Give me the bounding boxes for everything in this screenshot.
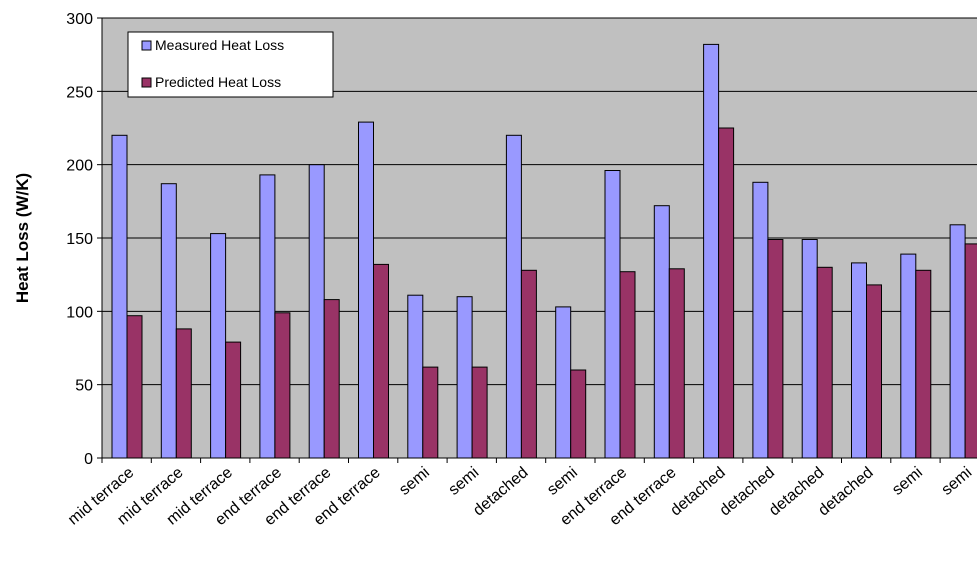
bar-predicted <box>718 127 735 459</box>
bar-measured <box>900 253 917 459</box>
legend-swatch-measured <box>141 40 152 51</box>
bar-measured <box>358 121 374 459</box>
x-tick-label: detached <box>815 464 876 519</box>
y-tick-labels: 0 50 100 150 200 250 300 <box>66 11 102 468</box>
legend-label-measured: Measured Heat Loss <box>155 37 284 53</box>
bars <box>111 43 977 459</box>
bar-measured <box>851 262 867 459</box>
legend: Measured Heat Loss Predicted Heat Loss <box>127 31 334 98</box>
bar-measured <box>752 181 769 459</box>
bar-measured <box>259 174 276 459</box>
bar-measured <box>949 224 966 459</box>
grid-lines <box>102 17 977 386</box>
bar-measured <box>210 233 227 459</box>
bar-measured <box>653 205 670 459</box>
x-tick-label: semi <box>938 464 975 499</box>
y-tick-label: 0 <box>84 451 93 468</box>
bar-measured <box>160 183 177 459</box>
bar-measured <box>555 306 572 459</box>
bar-predicted <box>274 312 291 459</box>
x-tick-label: semi <box>889 464 926 499</box>
bar-predicted <box>668 268 685 459</box>
x-tick-label: detached <box>470 464 531 519</box>
bar-measured <box>801 239 818 459</box>
bar-measured <box>308 164 325 459</box>
bar-measured <box>505 134 522 459</box>
bar-measured <box>703 43 720 459</box>
bar-measured <box>604 170 621 459</box>
bar-predicted <box>175 328 192 459</box>
x-tick-label: semi <box>445 464 482 499</box>
bar-predicted <box>866 284 882 459</box>
bar-predicted <box>126 315 143 459</box>
bar-predicted <box>915 269 932 459</box>
y-tick-label: 150 <box>66 231 93 248</box>
y-tick-label: 300 <box>66 11 93 28</box>
bar-predicted <box>225 341 242 459</box>
bar-predicted <box>422 366 439 459</box>
bar-predicted <box>373 263 389 459</box>
y-tick-label: 250 <box>66 84 93 101</box>
bar-predicted <box>323 299 340 459</box>
bar-predicted <box>619 271 636 459</box>
y-tick-label: 200 <box>66 158 93 175</box>
legend-label-predicted: Predicted Heat Loss <box>155 74 281 90</box>
x-tick-label: semi <box>396 464 433 499</box>
y-tick-label: 100 <box>66 304 93 321</box>
bar-predicted <box>471 366 488 459</box>
legend-box <box>127 31 334 98</box>
bar-predicted <box>767 239 784 459</box>
y-tick-label: 50 <box>75 378 93 395</box>
y-axis-title: Heat Loss (W/K) <box>13 173 32 303</box>
bar-measured <box>111 134 128 459</box>
bar-predicted <box>964 243 977 459</box>
bar-predicted <box>520 269 537 459</box>
x-tick-label: semi <box>544 464 581 499</box>
bar-predicted <box>816 266 833 459</box>
bar-measured <box>407 294 424 459</box>
legend-swatch-predicted <box>141 77 152 88</box>
bar-predicted <box>570 369 587 459</box>
bar-measured <box>456 296 473 459</box>
